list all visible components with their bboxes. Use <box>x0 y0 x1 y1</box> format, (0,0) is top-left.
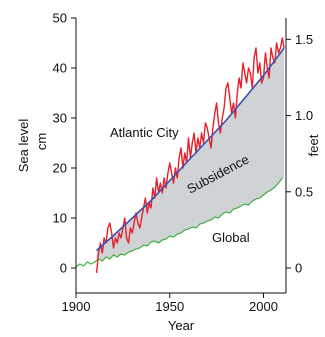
y-right-tick-label: 0.5 <box>295 184 313 199</box>
y-axis-title-left: Sea level <box>16 119 31 173</box>
series-trend-line <box>96 47 285 252</box>
y-left-tick-label: 0 <box>60 261 67 276</box>
series-global-line <box>75 177 283 268</box>
axes: 0 10 20 30 40 50 1900 1950 2000 0 0.5 1.0 1.5 <box>53 11 314 315</box>
y-right-tick-label: 1.5 <box>295 32 313 47</box>
x-tick-label: 1900 <box>62 299 91 314</box>
x-axis-title: Year <box>168 318 195 333</box>
y-axis-title-right: feet <box>306 134 321 156</box>
y-left-tick-label: 20 <box>53 161 67 176</box>
y-right-tick-label: 0 <box>295 261 302 276</box>
x-tick-label: 1950 <box>155 299 184 314</box>
series-layer <box>75 37 285 274</box>
y-left-tick-label: 50 <box>53 11 67 26</box>
annotation-atlantic-city: Atlantic City <box>110 125 179 140</box>
x-tick-label: 2000 <box>249 299 278 314</box>
y-left-tick-label: 30 <box>53 111 67 126</box>
y-right-tick-label: 1.0 <box>295 108 313 123</box>
annotation-global: Global <box>212 230 250 245</box>
y-left-tick-label: 10 <box>53 211 67 226</box>
y-axis-unit-left: cm <box>34 133 49 150</box>
y-left-tick-label: 40 <box>53 61 67 76</box>
